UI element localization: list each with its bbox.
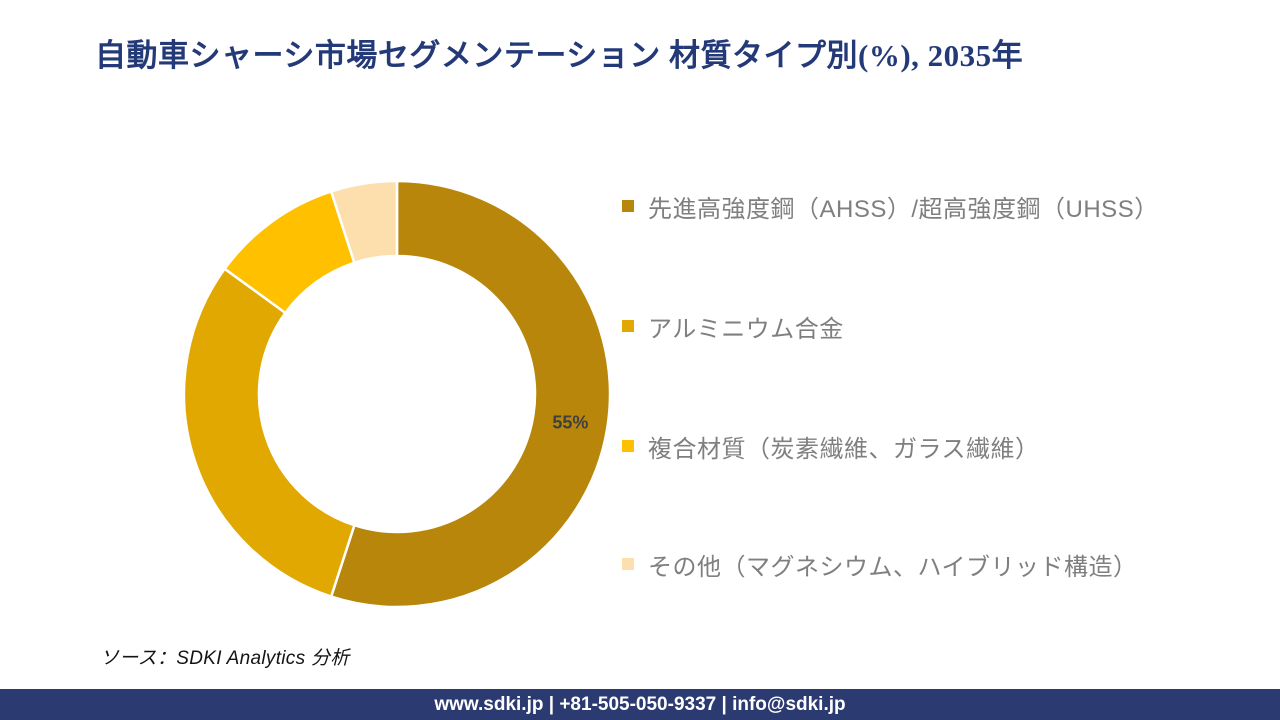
- source-note: ソース：SDKI Analytics 分析: [100, 648, 350, 669]
- legend-label-ahss-uhss: 先進高強度鋼（AHSS）/超高強度鋼（UHSS）: [648, 195, 1159, 223]
- legend-label-aluminium: アルミニウム合金: [648, 315, 844, 343]
- donut-segment-1: [182, 267, 356, 599]
- footer-contact-text: www.sdki.jp | +81-505-050-9337 | info@sd…: [434, 693, 846, 715]
- donut-chart-svg: 55%: [182, 179, 612, 609]
- donut-segment-0: [329, 179, 612, 609]
- legend-swatch-aluminium: [622, 320, 634, 332]
- legend-item-others: その他（マグネシウム、ハイブリッド構造）: [622, 550, 1138, 581]
- legend-item-composites: 複合材質（炭素繊維、ガラス繊維）: [622, 432, 1040, 463]
- legend-swatch-others: [622, 558, 634, 570]
- legend-swatch-composites: [622, 440, 634, 452]
- legend-swatch-ahss-uhss: [622, 200, 634, 212]
- donut-chart: 55%: [177, 174, 617, 614]
- chart-title: 自動車シャーシ市場セグメンテーション 材質タイプ別(%), 2035年: [95, 38, 1024, 73]
- legend-item-ahss-uhss: 先進高強度鋼（AHSS）/超高強度鋼（UHSS）: [622, 192, 1159, 223]
- slice-data-label: 55%: [552, 412, 588, 432]
- legend-label-others: その他（マグネシウム、ハイブリッド構造）: [648, 553, 1138, 581]
- legend-item-aluminium: アルミニウム合金: [622, 312, 844, 343]
- legend-label-composites: 複合材質（炭素繊維、ガラス繊維）: [648, 435, 1040, 463]
- donut-segment-3: [329, 179, 399, 265]
- footer-bar: www.sdki.jp | +81-505-050-9337 | info@sd…: [0, 689, 1280, 720]
